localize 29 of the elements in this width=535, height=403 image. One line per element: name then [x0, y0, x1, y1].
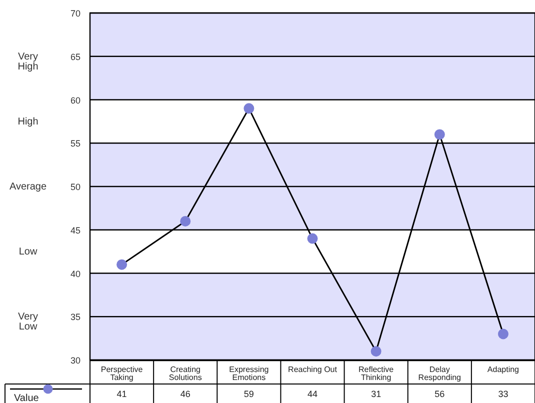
- y-tick-label: 40: [70, 268, 80, 279]
- data-label: 56: [434, 389, 445, 399]
- data-label: 33: [498, 389, 508, 399]
- y-tick-label: 65: [70, 52, 80, 62]
- text: Very Low: [18, 312, 38, 333]
- text: Average: [9, 182, 47, 192]
- y-tick-label: 30: [70, 356, 80, 366]
- x-tick-label: Expressing Emotions: [229, 365, 269, 382]
- x-tick-label: Reaching Out: [288, 365, 338, 374]
- x-tick-label: Adapting: [487, 365, 520, 374]
- y-tick-label: 55: [70, 138, 80, 149]
- y-tick-label: 60: [70, 95, 80, 106]
- x-tick-label: Creating Solutions: [168, 365, 202, 382]
- y-tick-label: 35: [70, 312, 80, 322]
- legend-label: Value: [14, 393, 40, 403]
- data-label: 59: [244, 389, 254, 399]
- text: Very High: [18, 51, 38, 72]
- x-tick-label: Reflective Thinking: [358, 365, 394, 382]
- text: Low: [18, 246, 38, 258]
- x-tick-label: Delay Responding: [418, 365, 461, 382]
- y-tick-label: 50: [70, 182, 80, 192]
- data-label: 31: [371, 389, 382, 399]
- x-tick-label: Perspective Taking: [100, 365, 144, 382]
- data-label: 46: [180, 389, 190, 399]
- data-label: 44: [307, 389, 318, 399]
- text: High: [18, 116, 38, 128]
- y-tick-label: 70: [70, 8, 80, 18]
- data-label: 41: [116, 389, 127, 399]
- y-tick-label: 45: [70, 225, 80, 236]
